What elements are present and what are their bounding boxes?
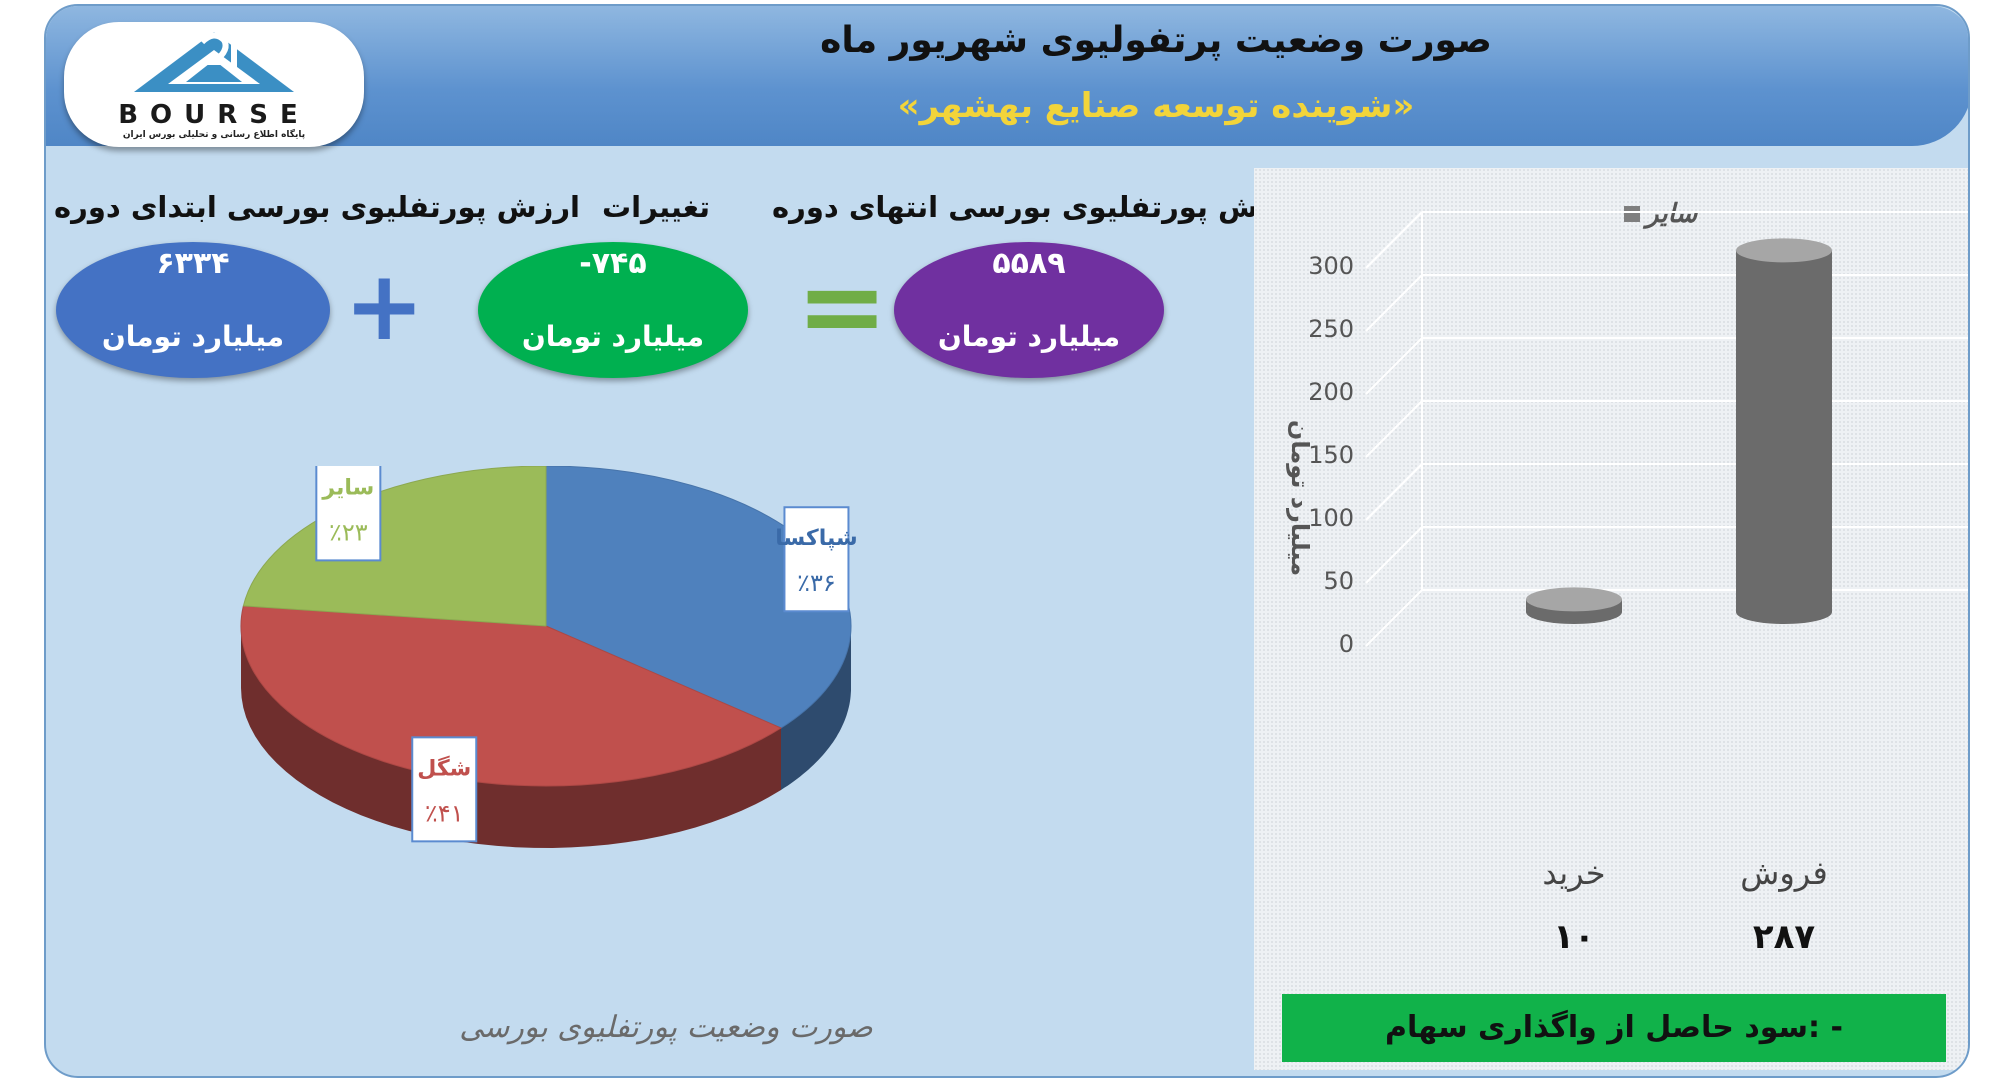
dashboard-panel: BOURSE پایگاه اطلاع رسانی و تحلیلی بورس … <box>44 4 1970 1078</box>
end-value-unit: میلیارد تومان <box>937 320 1121 353</box>
pie-category-label: سایر <box>321 475 374 500</box>
plus-icon: + <box>344 250 425 362</box>
y-tick-label: 150 <box>1308 441 1354 469</box>
logo-wordmark: BOURSE <box>118 100 310 130</box>
change-ellipse: -۷۴۵ میلیارد تومان <box>478 242 748 378</box>
bar-top <box>1736 238 1832 263</box>
start-value-number: ۶۳۳۴ <box>156 246 230 281</box>
y-tick-label: 300 <box>1308 252 1354 280</box>
gridline-side <box>1365 400 1423 458</box>
change-label: تغییرات <box>601 190 711 224</box>
pie-label-1: شگل ٪۴۱ <box>411 736 478 843</box>
x-category-label: خرید <box>1542 854 1605 892</box>
bar-0 <box>1526 587 1622 624</box>
change-number: -۷۴۵ <box>579 246 647 281</box>
gridline-side <box>1365 211 1423 269</box>
pie-label-2: سایر ٪۲۳ <box>315 466 382 562</box>
start-value-ellipse: ۶۳۳۴ میلیارد تومان <box>56 242 330 378</box>
bar-value-label: ۱۰ <box>1553 917 1595 957</box>
x-category-label: فروش <box>1740 854 1827 892</box>
start-value-unit: میلیارد تومان <box>101 320 285 353</box>
pie-slice-2 <box>242 466 547 627</box>
pie-category-label: شگل <box>417 754 471 781</box>
gridline-side <box>1365 526 1423 584</box>
end-value-ellipse: ۵۵۸۹ میلیارد تومان <box>894 242 1164 378</box>
page-subtitle: «شوینده توسعه صنایع بهشهر» <box>897 86 1415 126</box>
gridline-side <box>1365 337 1423 395</box>
pie-percent-label: ٪۲۳ <box>329 518 368 546</box>
bar-1 <box>1736 238 1832 624</box>
y-tick-label: 0 <box>1339 630 1354 658</box>
gridline-side <box>1365 463 1423 521</box>
gridline-side <box>1365 274 1423 332</box>
bar-body <box>1736 250 1832 624</box>
pie-percent-label: ٪۴۱ <box>425 799 464 827</box>
equals-icon: = <box>796 242 889 370</box>
bar-top <box>1526 587 1622 612</box>
trade-bar-chart: سایر 0 50 100 150 200 250 300 میلیارد تومان خرید ۱… <box>1286 199 1968 957</box>
bourse-logo-icon <box>134 32 294 92</box>
chart-legend: سایر <box>1624 199 1699 229</box>
pie-chart-caption: صورت وضعیت پورتفلیوی بورسی <box>459 1010 873 1045</box>
portfolio-pie-chart: شپاکسا ٪۳۶ شگل ٪۴۱ سایر ٪۲۳ <box>240 466 858 848</box>
logo-tagline: پایگاه اطلاع رسانی و تحلیلی بورس ایران <box>122 130 306 140</box>
page-title: صورت وضعیت پرتفولیوی شهریور ماه <box>820 20 1492 61</box>
gridline-side <box>1365 589 1423 647</box>
bar-value-label: ۲۸۷ <box>1753 917 1816 957</box>
change-unit: میلیارد تومان <box>521 320 705 353</box>
y-tick-label: 200 <box>1308 378 1354 406</box>
pie-label-0: شپاکسا ٪۳۶ <box>775 506 858 613</box>
header-banner: BOURSE پایگاه اطلاع رسانی و تحلیلی بورس … <box>46 6 1968 147</box>
pie-side-1 <box>241 626 781 848</box>
end-value-number: ۵۵۸۹ <box>992 246 1066 281</box>
legend-label: سایر <box>1642 199 1699 229</box>
pie-side-0 <box>781 626 851 790</box>
legend-swatch <box>1624 206 1640 222</box>
end-value-label: ارزش پورتفلیوی بورسی انتهای دوره <box>772 190 1302 224</box>
y-tick-label: 100 <box>1308 504 1354 532</box>
y-tick-label: 50 <box>1323 567 1354 595</box>
pie-category-label: شپاکسا <box>775 526 857 551</box>
logo: BOURSE پایگاه اطلاع رسانی و تحلیلی بورس … <box>64 22 364 147</box>
start-value-label: ارزش پورتفلیوی بورسی ابتدای دوره <box>54 190 580 224</box>
profit-banner: سود حاصل از واگذاری سهام: - <box>1282 994 1946 1062</box>
y-tick-label: 250 <box>1308 315 1354 343</box>
y-axis-label: میلیارد تومان <box>1286 420 1314 576</box>
pie-percent-label: ٪۳۶ <box>797 569 836 597</box>
